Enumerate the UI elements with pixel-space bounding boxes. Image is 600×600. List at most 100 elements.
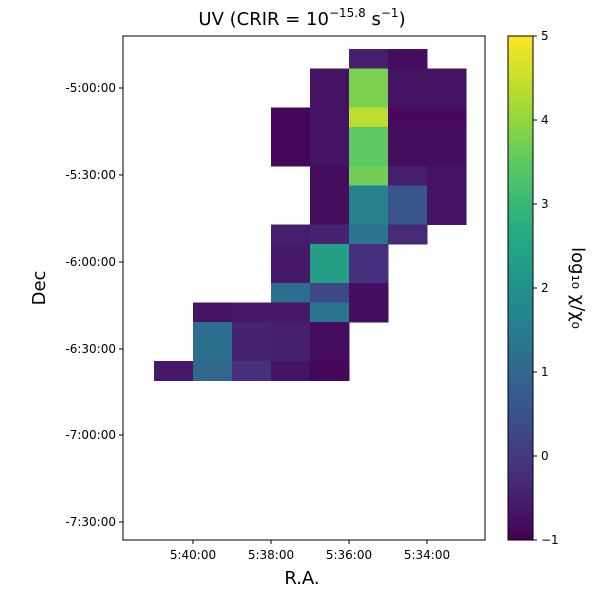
heatmap-cell	[427, 185, 467, 206]
heatmap-cell	[232, 361, 272, 381]
chart-title: UV (CRIR = 10−15.8 s−1)	[198, 6, 405, 30]
heatmap-cell	[310, 146, 350, 167]
colorbar-tick-label: 0	[541, 449, 549, 463]
colorbar-tick-label: 2	[541, 281, 549, 295]
title-unit-base: s	[371, 9, 380, 30]
heatmap-cell	[271, 361, 311, 381]
y-tick-label: -5:00:00	[65, 81, 116, 95]
heatmap-cell	[388, 205, 428, 225]
heatmap-cell	[427, 127, 467, 147]
heatmap-cell	[271, 322, 311, 342]
heatmap-cell	[193, 322, 233, 342]
heatmap-cell	[388, 185, 428, 206]
heatmap-cell	[271, 341, 311, 362]
heatmap-cell	[310, 88, 350, 108]
title-unit-exponent: −1	[381, 6, 399, 20]
heatmap-cell	[310, 283, 350, 303]
x-axis-ticks: 5:40:00 5:38:00 5:36:00 5:34:00	[170, 540, 450, 562]
heatmap-cell	[349, 166, 389, 186]
heatmap-cell	[310, 302, 350, 323]
colorbar-tick-label: 1	[541, 365, 549, 379]
heatmap-cell	[349, 107, 389, 128]
colorbar-ticks: 5 4 3 2 1 0 −1	[533, 29, 559, 547]
heatmap-cell	[349, 146, 389, 167]
title-close: )	[399, 9, 406, 30]
heatmap-cell	[154, 361, 194, 381]
heatmap-cell	[388, 88, 428, 108]
heatmap-cell	[310, 107, 350, 128]
colorbar-tick-label: 5	[541, 29, 549, 43]
heatmap-cell	[310, 166, 350, 186]
heatmap-cell	[193, 361, 233, 381]
y-tick-label: -7:30:00	[65, 515, 116, 529]
heatmap-cell	[271, 263, 311, 284]
x-axis-label: R.A.	[284, 568, 319, 589]
y-tick-label: -6:00:00	[65, 255, 116, 269]
heatmap-cell	[271, 302, 311, 323]
heatmap-cell	[232, 341, 272, 362]
y-tick-label: -5:30:00	[65, 168, 116, 182]
colorbar-tick-label: −1	[541, 533, 559, 547]
heatmap-cell	[349, 185, 389, 206]
y-axis-ticks: -5:00:00 -5:30:00 -6:00:00 -6:30:00 -7:00:00…	[65, 81, 123, 529]
y-tick-label: -6:30:00	[65, 342, 116, 356]
heatmap-cell	[349, 283, 389, 303]
heatmap-cell	[310, 322, 350, 342]
y-tick-label: -7:00:00	[65, 428, 116, 442]
heatmap-cell	[349, 49, 389, 69]
heatmap-cell	[349, 127, 389, 147]
heatmap-cell	[310, 244, 350, 264]
heatmap-cell	[349, 205, 389, 225]
heatmap-cell	[349, 88, 389, 108]
heatmap-cell	[427, 68, 467, 89]
heatmap-cell	[388, 107, 428, 128]
heatmap-cell	[349, 263, 389, 284]
heatmap-cell	[427, 107, 467, 128]
heatmap-cell	[349, 302, 389, 323]
colorbar-tick-label: 3	[541, 197, 549, 211]
heatmap-cell	[310, 127, 350, 147]
y-axis-label: Dec	[29, 271, 50, 306]
heatmap-cell	[271, 244, 311, 264]
heatmap-cell	[427, 205, 467, 225]
heatmap-cell	[388, 146, 428, 167]
heatmap-cell	[388, 68, 428, 89]
heatmap-cell	[193, 302, 233, 323]
heatmap-cell	[427, 166, 467, 186]
heatmap-cell	[271, 146, 311, 167]
heatmap-cell	[271, 127, 311, 147]
heatmap-cell	[310, 263, 350, 284]
x-tick-label: 5:40:00	[170, 548, 216, 562]
heatmap-cell	[310, 341, 350, 362]
heatmap-cell	[349, 68, 389, 89]
heatmap-cell	[310, 361, 350, 381]
colorbar-tick-label: 4	[541, 113, 549, 127]
heatmap-cell	[310, 224, 350, 245]
x-tick-label: 5:38:00	[248, 548, 294, 562]
heatmap-cell	[427, 146, 467, 167]
heatmap-cell	[349, 244, 389, 264]
heatmap-cell	[232, 322, 272, 342]
plot-frame	[122, 35, 486, 541]
heatmap-cell	[388, 127, 428, 147]
heatmap-cell	[232, 302, 272, 323]
heatmap-cell	[271, 283, 311, 303]
title-exponent: −15.8	[329, 6, 366, 20]
heatmap-cell	[310, 185, 350, 206]
title-main: UV (CRIR = 10	[198, 9, 329, 30]
heatmap-cell	[193, 341, 233, 362]
heatmap-cell	[388, 224, 428, 245]
heatmap-cell	[310, 68, 350, 89]
colorbar-label: log₁₀ χ/χ₀	[567, 247, 588, 329]
heatmap-cell	[427, 88, 467, 108]
heatmap-cell	[388, 49, 428, 69]
heatmap-cell	[271, 107, 311, 128]
heatmap-cell	[271, 224, 311, 245]
x-tick-label: 5:34:00	[404, 548, 450, 562]
heatmap-cell	[310, 205, 350, 225]
heatmap-cell	[388, 166, 428, 186]
heatmap-cells	[154, 49, 467, 381]
heatmap-cell	[349, 224, 389, 245]
x-tick-label: 5:36:00	[326, 548, 372, 562]
